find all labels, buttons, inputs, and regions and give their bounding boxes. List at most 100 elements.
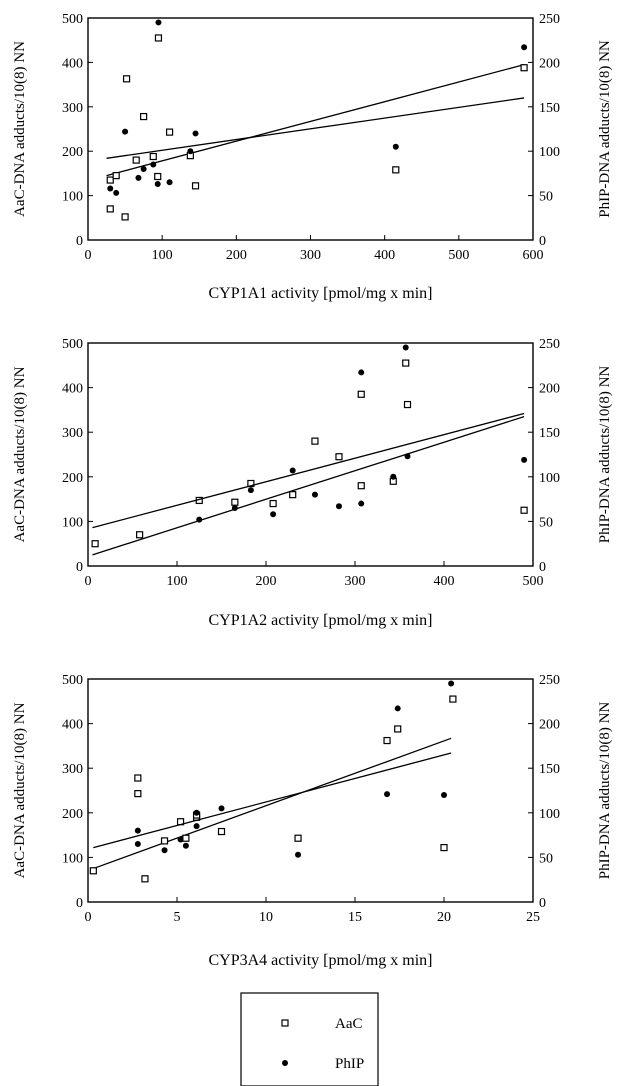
x-axis-label: CYP3A4 activity [pmol/mg x min] xyxy=(209,952,433,969)
chart-panel-cyp1a2: 0 100 200 300 400 500010020030040050005010015… xyxy=(12,337,613,629)
y-tick-label-left: 400 xyxy=(62,718,83,733)
data-point-phip xyxy=(521,44,528,51)
y-axis-label-right: PhIP-DNA adducts/10(8) NN xyxy=(597,40,613,218)
data-point-phip xyxy=(402,344,409,351)
y-tick-label-right: 200 xyxy=(539,56,560,71)
data-point-phip xyxy=(441,791,447,798)
data-point-aac xyxy=(520,64,528,72)
data-point-aac xyxy=(121,213,129,221)
data-point-phip xyxy=(231,505,238,512)
data-point-phip xyxy=(218,805,225,812)
data-point-phip xyxy=(113,189,120,196)
y-tick-label-left: 200 xyxy=(62,471,83,486)
data-point-aac xyxy=(247,479,255,488)
data-point-aac xyxy=(182,834,190,842)
data-point-phip xyxy=(196,516,203,523)
data-point-phip xyxy=(166,179,173,186)
data-point-aac xyxy=(217,827,226,836)
legend-marker-aac xyxy=(281,1019,289,1027)
y-tick-label-left: 300 xyxy=(62,762,83,777)
plot-frame xyxy=(87,342,534,567)
data-point-phip xyxy=(521,456,528,463)
data-point-phip xyxy=(161,847,168,854)
regression-line-phip xyxy=(92,412,525,529)
legend-label-aac: AaC xyxy=(335,1016,363,1032)
x-tick-label: 300 xyxy=(300,248,321,263)
regression-line-aac xyxy=(93,737,452,870)
regression-line-phip xyxy=(93,752,452,849)
data-point-phip xyxy=(295,851,302,858)
y-axis-label-right: PhIP-DNA adducts/10(8) NN xyxy=(597,702,613,880)
data-point-aac xyxy=(134,790,142,798)
y-tick-label-right: 100 xyxy=(539,471,560,486)
data-point-aac xyxy=(140,112,148,121)
y-tick-label-left: 100 xyxy=(62,515,83,530)
data-point-aac xyxy=(149,152,157,161)
y-tick-label-right: 0 xyxy=(539,560,546,575)
data-point-phip xyxy=(311,491,318,498)
y-axis-label-right: PhIP-DNA adducts/10(8) NN xyxy=(597,366,613,544)
x-tick-label: 20 xyxy=(437,910,451,925)
legend-label-phip: PhIP xyxy=(335,1056,364,1072)
x-tick-label: 0 xyxy=(85,574,92,589)
data-point-aac xyxy=(136,531,144,539)
y-tick-label-right: 150 xyxy=(539,426,560,441)
data-point-aac xyxy=(392,166,400,174)
x-tick-label: 15 xyxy=(348,910,362,925)
data-point-phip xyxy=(155,19,162,26)
data-point-aac xyxy=(520,506,528,514)
data-point-phip xyxy=(390,473,397,480)
regression-line-aac xyxy=(92,415,525,556)
y-tick-label-right: 200 xyxy=(539,382,560,397)
data-point-aac xyxy=(383,736,391,745)
data-point-phip xyxy=(177,836,184,843)
data-point-aac xyxy=(141,875,149,883)
data-point-aac xyxy=(154,34,163,42)
y-tick-label-left: 400 xyxy=(62,56,83,71)
data-point-phip xyxy=(134,827,141,834)
x-tick-label: 400 xyxy=(374,248,395,263)
data-point-phip xyxy=(335,503,342,510)
legend-marker-phip xyxy=(282,1060,288,1066)
x-tick-label: 300 xyxy=(345,574,366,589)
y-tick-label-left: 0 xyxy=(76,234,83,249)
chart-panel-cyp1a1: 0 100 200 300 400 500 600010020030040050005010… xyxy=(12,12,613,302)
data-point-aac xyxy=(440,843,448,852)
data-point-aac xyxy=(191,182,200,190)
x-tick-label: 10 xyxy=(259,910,273,925)
data-point-phip xyxy=(182,842,189,849)
y-tick-label-left: 100 xyxy=(62,851,83,866)
y-tick-label-right: 50 xyxy=(539,851,553,866)
data-point-phip xyxy=(448,680,455,687)
data-point-aac xyxy=(154,172,162,181)
data-point-aac xyxy=(165,128,174,136)
data-point-phip xyxy=(192,130,199,137)
data-point-aac xyxy=(357,390,365,398)
x-tick-label: 200 xyxy=(226,248,247,263)
data-point-aac xyxy=(311,437,319,445)
y-tick-label-left: 300 xyxy=(62,101,83,116)
data-point-phip xyxy=(187,148,194,155)
plot-frame xyxy=(87,678,534,903)
y-tick-label-left: 200 xyxy=(62,807,83,822)
data-point-aac xyxy=(335,453,343,461)
y-tick-label-left: 0 xyxy=(76,896,83,911)
data-point-aac xyxy=(89,867,97,875)
y-tick-label-right: 250 xyxy=(539,12,560,27)
y-tick-label-left: 500 xyxy=(62,337,83,352)
data-point-phip xyxy=(154,181,161,188)
x-tick-label: 25 xyxy=(526,910,540,925)
x-tick-label: 400 xyxy=(434,574,455,589)
data-point-phip xyxy=(384,791,391,798)
y-tick-label-right: 0 xyxy=(539,896,546,911)
y-tick-label-right: 250 xyxy=(539,337,560,352)
data-point-aac xyxy=(289,491,297,499)
data-point-phip xyxy=(193,809,200,816)
data-point-phip xyxy=(134,841,141,848)
y-axis-label-left: AaC-DNA adducts/10(8) NN xyxy=(12,366,28,542)
data-point-phip xyxy=(150,161,157,168)
x-axis-label: CYP1A1 activity [pmol/mg x min] xyxy=(209,285,433,302)
data-point-phip xyxy=(107,185,114,192)
data-point-aac xyxy=(269,499,277,508)
